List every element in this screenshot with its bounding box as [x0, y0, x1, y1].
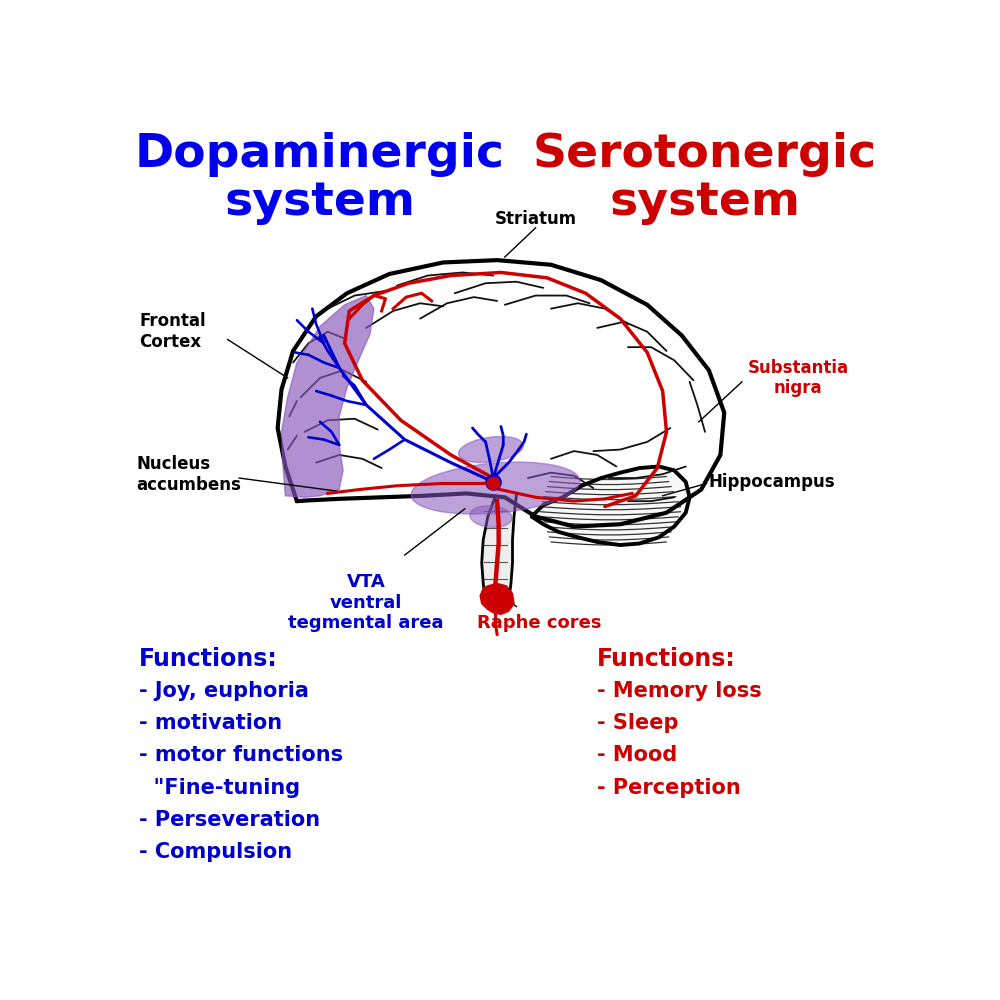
Text: Striatum: Striatum — [495, 210, 577, 228]
Ellipse shape — [411, 462, 580, 514]
Text: Nucleus
accumbens: Nucleus accumbens — [137, 455, 242, 494]
Polygon shape — [278, 260, 724, 527]
Polygon shape — [282, 296, 374, 497]
Text: - Joy, euphoria: - Joy, euphoria — [139, 681, 309, 701]
Polygon shape — [482, 496, 516, 601]
Text: - motor functions: - motor functions — [139, 745, 343, 765]
Text: - Mood: - Mood — [597, 745, 677, 765]
Text: Functions:: Functions: — [597, 647, 736, 671]
Text: - Memory loss: - Memory loss — [597, 681, 762, 701]
Text: - Sleep: - Sleep — [597, 713, 679, 733]
Polygon shape — [480, 584, 514, 614]
Text: VTA
ventral
tegmental area: VTA ventral tegmental area — [288, 573, 444, 632]
Text: Hippocampus: Hippocampus — [709, 473, 835, 491]
Text: - motivation: - motivation — [139, 713, 282, 733]
Text: Raphe cores: Raphe cores — [477, 614, 602, 632]
Text: Substantia
nigra: Substantia nigra — [747, 359, 848, 397]
Text: - Compulsion: - Compulsion — [139, 842, 292, 862]
Text: Dopaminergic
system: Dopaminergic system — [135, 132, 505, 225]
Ellipse shape — [458, 437, 523, 463]
Polygon shape — [532, 466, 690, 545]
Text: Serotonergic
system: Serotonergic system — [533, 132, 877, 225]
Text: Frontal
Cortex: Frontal Cortex — [139, 312, 206, 351]
Text: Functions:: Functions: — [139, 647, 278, 671]
Ellipse shape — [470, 506, 512, 527]
Text: - Perseveration: - Perseveration — [139, 810, 320, 830]
Text: - Perception: - Perception — [597, 778, 741, 798]
Text: "Fine-tuning: "Fine-tuning — [139, 778, 300, 798]
